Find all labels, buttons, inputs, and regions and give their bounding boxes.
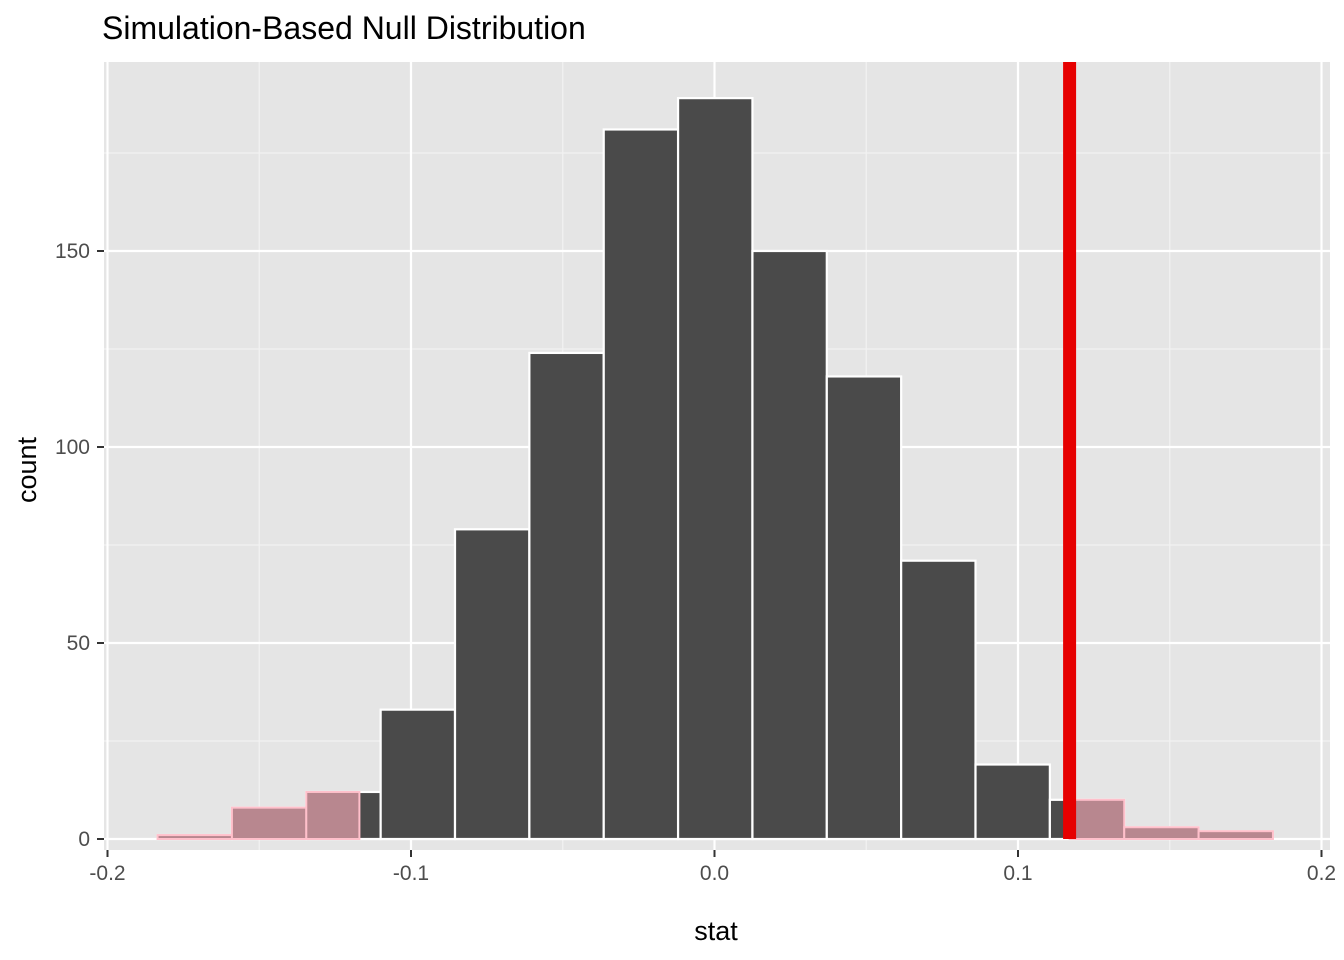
chart-title: Simulation-Based Null Distribution <box>102 10 586 46</box>
histogram-bar <box>528 351 605 841</box>
histogram-bar <box>453 528 531 841</box>
x-tick-label: -0.1 <box>393 862 429 885</box>
y-tick-label: 50 <box>67 632 90 655</box>
shaded-tail-bar <box>1197 830 1274 840</box>
shaded-tail-bar <box>305 790 361 841</box>
x-axis-title: stat <box>694 916 738 946</box>
shaded-tail-bar <box>1068 798 1126 840</box>
histogram-bar <box>379 708 457 841</box>
p-value-shading <box>156 790 1274 841</box>
histogram-bar <box>751 249 828 841</box>
y-axis-title: count <box>12 436 42 503</box>
y-tick-label: 150 <box>55 240 90 263</box>
x-tick-label: -0.2 <box>89 862 125 885</box>
histogram-bar <box>974 763 1051 841</box>
histogram-bar <box>676 97 754 841</box>
histogram-bar <box>602 128 680 841</box>
x-tick-label: 0.1 <box>1003 862 1032 885</box>
x-tick-label: 0.0 <box>700 862 729 885</box>
y-tick-label: 0 <box>78 828 90 851</box>
y-tick-label: 100 <box>55 436 90 459</box>
x-tick-label: 0.2 <box>1307 862 1336 885</box>
shaded-tail-bar <box>1123 826 1200 840</box>
shaded-tail-bar <box>156 834 233 841</box>
shaded-tail-bar <box>230 806 308 841</box>
axes: -0.2 -0.1 0.0 0.1 0.2 0 50 100 150 <box>55 240 1336 885</box>
histogram-bar <box>825 375 903 841</box>
histogram-bar <box>900 559 977 841</box>
